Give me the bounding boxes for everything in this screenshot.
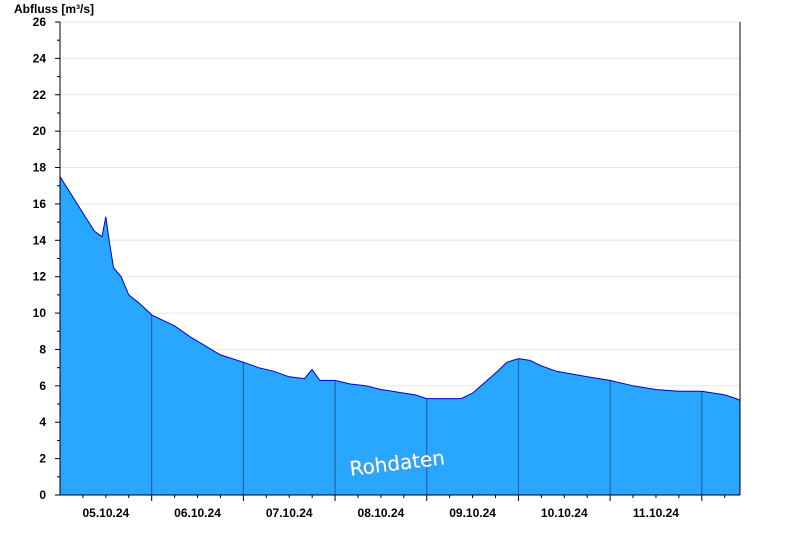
y-tick-label: 20 [33, 124, 47, 138]
y-tick-label: 2 [39, 452, 46, 466]
y-tick-label: 10 [33, 306, 47, 320]
y-tick-label: 6 [39, 379, 46, 393]
y-axis-title: Abfluss [m³/s] [14, 2, 94, 16]
x-tick-label: 07.10.24 [266, 506, 313, 520]
x-tick-label: 11.10.24 [633, 506, 679, 520]
x-tick-label: 09.10.24 [449, 506, 496, 520]
x-tick-label: 08.10.24 [358, 506, 405, 520]
discharge-line [59, 176, 741, 401]
x-tick-label: 06.10.24 [174, 506, 221, 520]
day-separator-lines [151, 314, 703, 495]
x-axis-ticks: 05.10.24 06.10.24 07.10.24 08.10.24 09.10.24… [82, 495, 726, 520]
y-tick-label: 22 [33, 88, 47, 102]
discharge-area [60, 176, 740, 495]
y-tick-label: 24 [33, 51, 47, 65]
y-tick-label: 12 [33, 270, 47, 284]
y-tick-label: 8 [39, 342, 46, 356]
y-tick-label: 14 [33, 233, 47, 247]
x-tick-label: 10.10.24 [541, 506, 588, 520]
x-tick-label: 05.10.24 [82, 506, 129, 520]
y-tick-label: 18 [33, 161, 47, 175]
y-tick-label: 16 [33, 197, 47, 211]
y-tick-label: 4 [39, 415, 46, 429]
y-tick-label: 0 [39, 488, 46, 502]
y-tick-label: 26 [33, 15, 47, 29]
